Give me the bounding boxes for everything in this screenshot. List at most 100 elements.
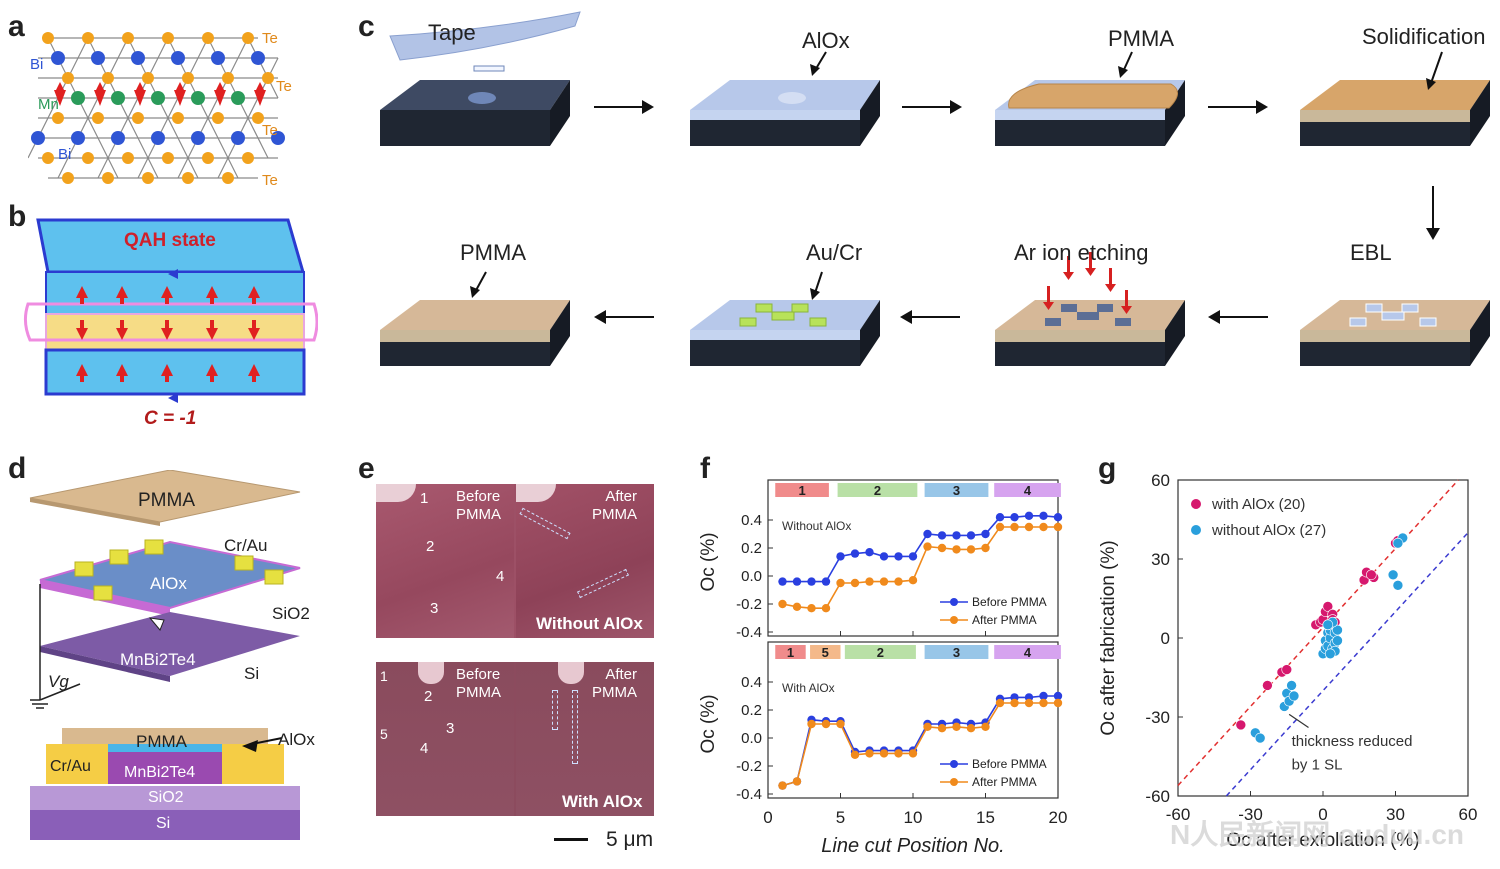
f-data-point [1053, 513, 1063, 522]
e-bottom-after-label: After PMMA [592, 666, 637, 701]
f-data-point [778, 599, 787, 609]
g-data-point [1332, 624, 1343, 636]
f-region-label: 3 [953, 645, 960, 660]
f-data-point [937, 543, 947, 553]
g-data-point [1366, 569, 1377, 581]
f-data-point [981, 722, 990, 731]
f-data-point [908, 749, 918, 758]
f-data-point [778, 577, 787, 586]
f-region-bar [775, 645, 806, 659]
f-data-point [879, 552, 889, 561]
f-data-point [952, 545, 961, 554]
micrograph-with-alox [376, 662, 654, 816]
panel-letter-d: d [8, 452, 27, 485]
f-y-tick-label: -0.4 [736, 786, 762, 803]
f-data-point [807, 577, 816, 586]
f-data-point [995, 698, 1005, 708]
f-region-label: 1 [787, 645, 794, 660]
e-bottom-num-4: 4 [420, 740, 429, 757]
qah-state-title: QAH state [124, 230, 216, 251]
oc-scatter-chart: -60 -30 0 30 60 -60 -30 0 30 60 with AlOx (20) with… [1098, 471, 1477, 851]
cross-crau-label: Cr/Au [50, 758, 91, 775]
line-cut-chart: 1 2 3 4 -0.4 -0.2 0.0 0.2 0.4 Without AlOx Before … [700, 479, 1068, 857]
g-x-tick-label: -60 [1166, 805, 1191, 824]
f-data-point [792, 777, 802, 786]
f-data-point [821, 719, 831, 729]
f-data-point [981, 543, 990, 553]
atom-label-mn: Mn [38, 96, 59, 113]
flow-arrow-6 [900, 310, 960, 324]
f-legend-after-label: After PMMA [972, 775, 1037, 789]
f-data-point [792, 602, 802, 611]
f-region-label: 1 [798, 483, 805, 498]
g-trend-line [1225, 532, 1469, 797]
f-legend-after-marker [950, 778, 958, 786]
f-y-tick-label: -0.2 [736, 758, 762, 775]
f-data-point [821, 577, 831, 586]
f-data-point [995, 513, 1005, 522]
f-y-tick-label: 0.4 [741, 674, 762, 691]
g-legend-with-marker [1191, 499, 1201, 509]
panel-letter-c: c [358, 10, 375, 43]
scale-bar [554, 838, 588, 841]
f-data-point [850, 549, 860, 558]
f-data-point [807, 604, 816, 613]
f-y-axis-label: Oc (%) [700, 694, 719, 753]
f-region-bar [994, 645, 1061, 659]
f-x-tick-label: 20 [1049, 808, 1068, 827]
f-data-point [952, 531, 961, 540]
cross-sio2-label: SiO2 [148, 789, 184, 806]
step-label-tape: Tape [428, 20, 476, 45]
f-data-point [1039, 691, 1048, 701]
scale-bar-label: 5 μm [606, 828, 654, 851]
atom-label-te-3: Te [262, 122, 278, 139]
f-y-tick-label: 0.2 [741, 540, 762, 557]
f-data-point [952, 722, 961, 731]
g-data-point [1332, 635, 1343, 646]
f-y-tick-label: 0.0 [741, 730, 762, 747]
step-final-pmma-chip [380, 300, 570, 366]
f-data-point [937, 724, 947, 733]
f-region-bar [810, 645, 841, 659]
f-region-label: 2 [877, 645, 884, 660]
f-data-point [879, 749, 889, 758]
g-x-axis-label: Oc after exfoliation (%) [1226, 830, 1419, 851]
f-data-point [836, 578, 845, 588]
flow-arrow-5 [1208, 310, 1268, 324]
without-alox-label: Without AlOx [536, 614, 643, 633]
f-data-point [937, 531, 947, 540]
g-y-tick-label: 60 [1151, 471, 1170, 490]
f-data-point [966, 545, 976, 554]
f-data-point [966, 531, 976, 540]
panel-letter-g: g [1098, 452, 1117, 485]
device-pmma-label: PMMA [138, 490, 195, 511]
f-data-point [1039, 511, 1048, 520]
f-data-point [836, 719, 845, 729]
f-x-tick-label: 10 [904, 808, 923, 827]
f-data-point [850, 578, 860, 588]
panel-letter-e: e [358, 452, 375, 485]
atom-label-te-4: Te [262, 172, 278, 189]
f-data-point [1053, 698, 1063, 708]
f-data-point [923, 529, 932, 539]
e-bottom-before-label: Before PMMA [456, 666, 501, 701]
e-top-num-4: 4 [496, 568, 505, 585]
e-top-num-2: 2 [426, 538, 435, 555]
f-legend-before-label: Before PMMA [972, 757, 1047, 771]
flow-arrow-7 [594, 310, 654, 324]
device-sio2-label: SiO2 [272, 604, 310, 623]
cross-pmma-label: PMMA [136, 732, 187, 751]
f-data-point [778, 781, 787, 790]
f-data-point [836, 552, 845, 561]
flow-arrow-2 [902, 100, 962, 114]
g-annotation-line-1: thickness reduced [1292, 733, 1413, 750]
f-data-point [894, 749, 903, 758]
step-alox-chip [690, 80, 880, 146]
f-data-point [850, 750, 860, 759]
micrograph-without-alox [376, 484, 654, 638]
f-data-point [981, 529, 990, 539]
f-data-point [1010, 698, 1019, 708]
f-data-point [908, 552, 918, 561]
qah-stack-diagram [23, 218, 318, 403]
f-data-point [1024, 522, 1034, 532]
